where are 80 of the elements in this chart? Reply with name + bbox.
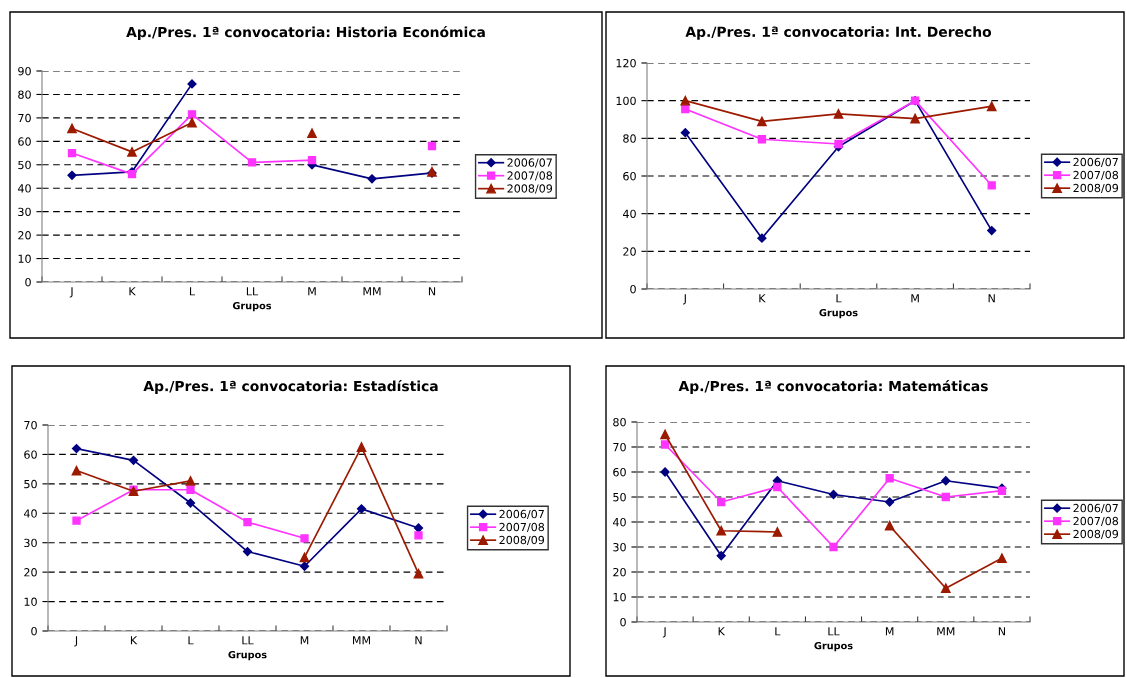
x-tick-label: N: [415, 636, 422, 645]
y-tick-label: 10: [18, 254, 31, 263]
x-tick-label: MM: [353, 636, 370, 645]
legend-label: 2008/09: [499, 535, 545, 546]
y-tick-label: 80: [613, 417, 626, 427]
y-tick-label: 70: [613, 442, 626, 452]
legend-label: 2008/09: [507, 184, 553, 194]
y-tick-label: 60: [623, 171, 636, 181]
x-tick-label: L: [188, 636, 194, 645]
y-tick-label: 60: [613, 467, 626, 477]
y-tick-label: 0: [31, 626, 37, 636]
x-tick-label: L: [189, 287, 196, 296]
y-tick-label: 60: [24, 450, 37, 459]
y-tick-label: 30: [613, 542, 626, 552]
x-tick-label: MM: [363, 287, 381, 296]
y-tick-label: 10: [24, 597, 37, 606]
x-tick-label: J: [74, 636, 78, 647]
x-tick-label: MM: [937, 627, 955, 636]
x-tick-label: LL: [246, 287, 259, 296]
legend-label: 2006/07: [507, 158, 552, 168]
legend-label: 2006/07: [1073, 157, 1118, 168]
x-tick-label: M: [308, 287, 316, 296]
chart-title: Ap./Pres. 1ª convocatoria: Historia Económica: [126, 26, 485, 40]
legend-label: 2007/08: [1073, 170, 1119, 181]
x-tick-label: K: [759, 294, 766, 303]
y-tick-label: 50: [24, 479, 37, 489]
y-tick-label: 50: [18, 160, 31, 170]
y-tick-label: 0: [630, 284, 636, 294]
x-tick-label: J: [69, 287, 73, 298]
y-tick-label: 20: [24, 568, 37, 577]
x-tick-label: M: [300, 636, 309, 645]
x-tick-label: N: [988, 294, 995, 303]
y-tick-label: 70: [24, 420, 37, 430]
x-tick-label: K: [129, 287, 136, 296]
y-tick-label: 70: [18, 113, 31, 123]
legend-label: 2007/08: [507, 171, 553, 181]
x-tick-label: M: [885, 627, 894, 636]
x-tick-label: L: [836, 294, 842, 303]
x-tick-label: M: [911, 294, 919, 303]
x-axis-title: Grupos: [814, 641, 853, 652]
y-tick-label: 0: [25, 277, 31, 287]
legend-label: 2007/08: [499, 522, 545, 533]
x-tick-label: N: [428, 287, 436, 296]
x-tick-label: J: [683, 294, 686, 305]
y-tick-label: 30: [18, 207, 31, 217]
y-tick-label: 40: [612, 517, 626, 527]
y-tick-label: 10: [613, 592, 626, 602]
chart-title: Ap./Pres. 1ª convocatoria: Estadística: [143, 380, 438, 394]
x-axis-title: Grupos: [228, 650, 267, 661]
chart-title: Ap./Pres. 1ª convocatoria: Int. Derecho: [685, 26, 992, 40]
y-tick-label: 20: [623, 247, 636, 256]
legend-label: 2008/09: [1073, 183, 1119, 194]
x-tick-label: K: [718, 627, 726, 636]
y-tick-label: 40: [23, 509, 37, 518]
x-tick-label: K: [130, 636, 138, 645]
x-tick-label: L: [775, 627, 781, 636]
y-tick-label: 30: [24, 538, 37, 548]
y-tick-label: 0: [620, 617, 626, 627]
x-tick-label: LL: [242, 636, 254, 645]
y-tick-label: 20: [613, 567, 626, 577]
legend-label: 2007/08: [1073, 516, 1119, 527]
y-tick-label: 50: [613, 492, 626, 502]
y-tick-label: 90: [18, 66, 31, 76]
legend-label: 2006/07: [1073, 503, 1118, 514]
y-tick-label: 120: [616, 58, 636, 68]
y-tick-label: 80: [18, 90, 31, 99]
x-axis-title: Grupos: [232, 301, 272, 312]
legend-label: 2008/09: [1073, 529, 1119, 540]
y-tick-label: 40: [622, 209, 636, 219]
legend-label: 2006/07: [499, 509, 544, 520]
y-tick-label: 20: [18, 231, 31, 240]
y-tick-label: 40: [17, 184, 31, 193]
y-tick-label: 100: [616, 96, 636, 106]
y-tick-label: 60: [18, 137, 31, 146]
x-axis-title: Grupos: [819, 308, 858, 319]
y-tick-label: 80: [623, 134, 636, 143]
x-tick-label: J: [662, 627, 666, 638]
x-tick-label: N: [998, 627, 1005, 636]
x-tick-label: LL: [828, 627, 840, 636]
chart-title: Ap./Pres. 1ª convocatoria: Matemáticas: [678, 380, 988, 394]
